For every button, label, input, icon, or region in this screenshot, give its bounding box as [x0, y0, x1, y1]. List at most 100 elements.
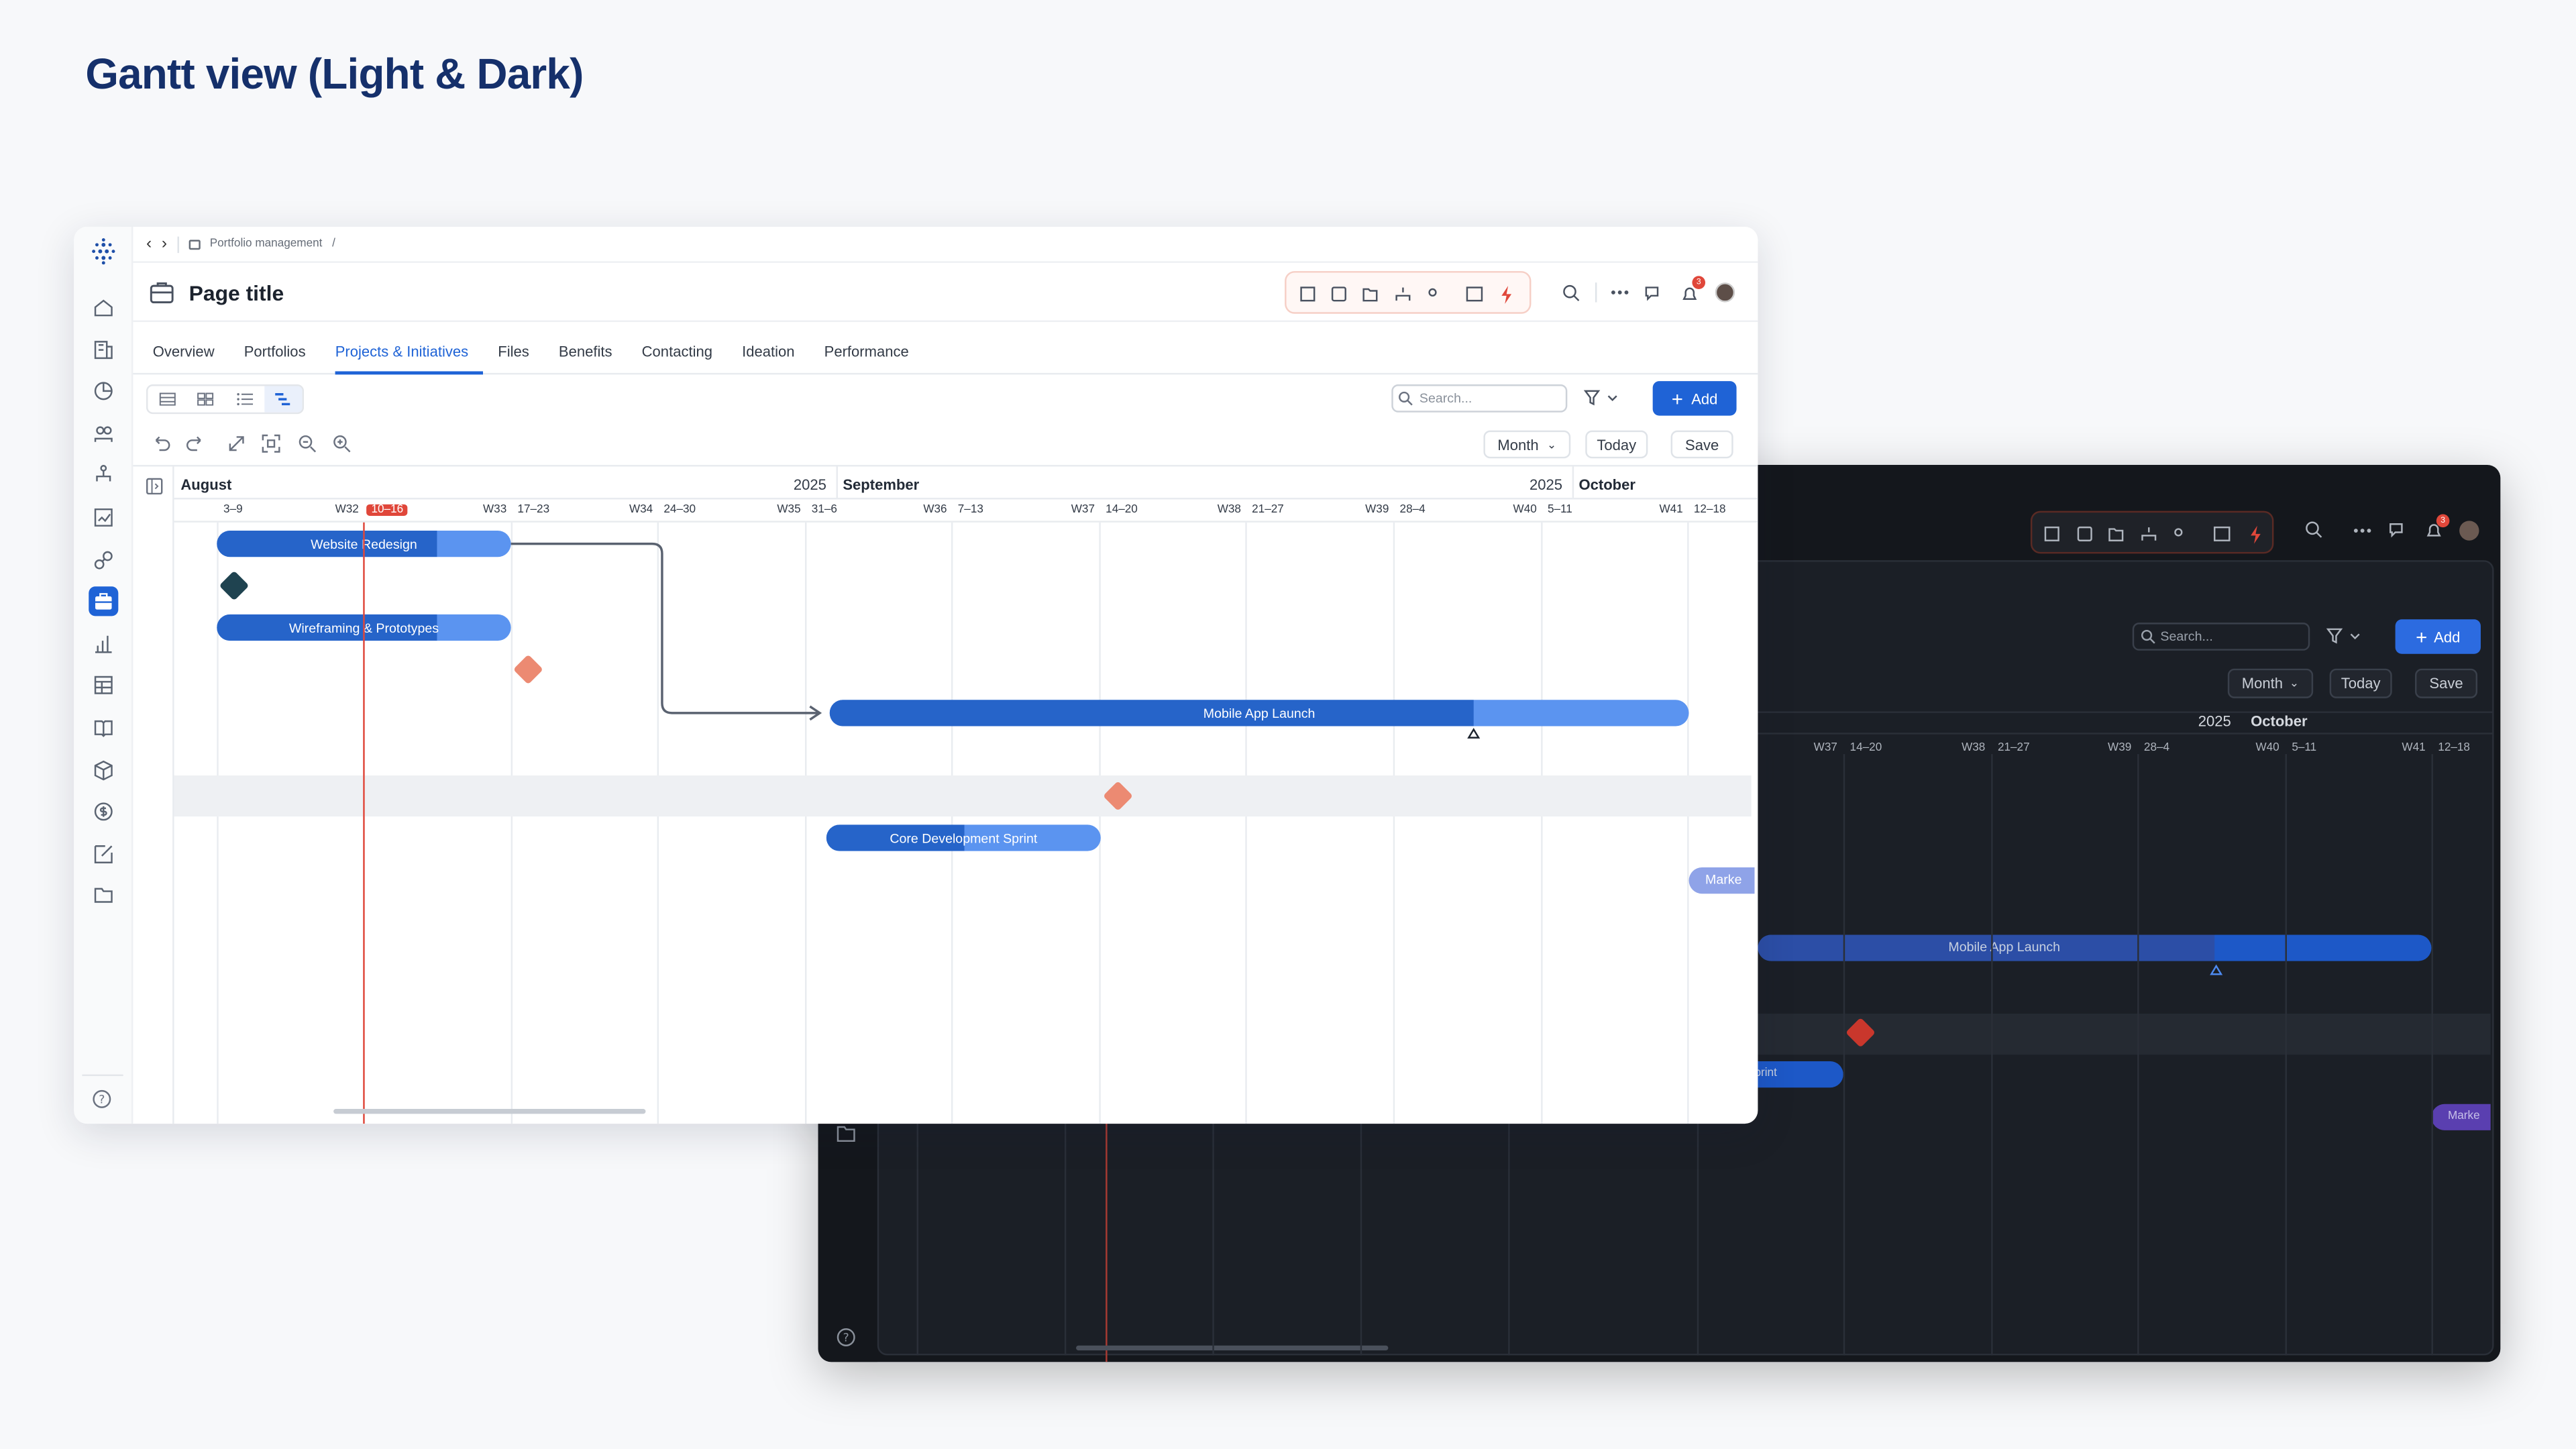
gantt-gridline: [1508, 1122, 1510, 1356]
back-icon[interactable]: ‹: [146, 235, 152, 254]
tab-benefits[interactable]: Benefits: [558, 343, 612, 360]
add-button[interactable]: + Add: [2395, 619, 2481, 654]
add-button[interactable]: + Add: [1652, 381, 1737, 416]
search-icon[interactable]: [1562, 284, 1580, 303]
bar-chart-icon[interactable]: [89, 629, 118, 658]
week-number: W37: [1813, 742, 1837, 755]
calendar-icon: [2214, 526, 2231, 541]
list-view-icon[interactable]: [225, 386, 264, 413]
zoom-out-icon[interactable]: [297, 434, 317, 453]
scale-dropdown[interactable]: Month ⌄: [1483, 430, 1571, 459]
view-switcher: [146, 384, 305, 415]
collapse-panel-icon[interactable]: [146, 478, 163, 495]
week-range: 5–11: [1547, 504, 1572, 516]
help-icon[interactable]: ?: [837, 1328, 856, 1347]
light-app-window: ? ‹ › Portfolio management / Page title …: [74, 226, 1758, 1124]
page-title: Page title: [189, 280, 284, 306]
home-icon[interactable]: [89, 292, 118, 322]
gantt-view-icon[interactable]: [264, 386, 303, 413]
bell-icon[interactable]: [1680, 284, 1699, 304]
search-input[interactable]: Search...: [1391, 384, 1568, 413]
gantt-left-gutter: [133, 466, 174, 1124]
chat-icon[interactable]: [2389, 521, 2408, 539]
dollar-icon[interactable]: [89, 797, 118, 826]
scale-dropdown[interactable]: Month ⌄: [2227, 668, 2314, 698]
undo-icon[interactable]: [151, 434, 170, 453]
gantt-bar-mobile-app-launch[interactable]: Mobile App Launch: [1758, 934, 2432, 961]
more-icon[interactable]: [2353, 527, 2372, 534]
grid-icon: [1300, 286, 1316, 302]
today-button[interactable]: Today: [1585, 430, 1648, 459]
cube-icon[interactable]: [89, 755, 118, 785]
report-icon[interactable]: [89, 502, 118, 532]
month-label: October: [2251, 712, 2308, 730]
help-icon[interactable]: ?: [92, 1089, 111, 1109]
link-icon[interactable]: [89, 545, 118, 574]
gantt-gridline: [1991, 754, 1993, 1356]
gantt-chart: August 2025 September 2025 October Websi…: [133, 465, 1758, 1124]
folder-icon[interactable]: [837, 1126, 856, 1142]
gantt-bar-marketing[interactable]: Marke: [1688, 867, 1755, 894]
gantt-bar-marketing[interactable]: Marke: [2431, 1104, 2491, 1130]
week-range: 24–30: [663, 504, 696, 516]
tab-ideation[interactable]: Ideation: [742, 343, 795, 360]
expand-icon[interactable]: [227, 434, 246, 453]
dark-gantt-week-divider: [1699, 733, 2494, 735]
gantt-gridline: [951, 522, 953, 1124]
portfolio-icon: [188, 239, 201, 250]
building-icon[interactable]: [89, 335, 118, 364]
filter-icon[interactable]: [1583, 389, 1620, 406]
board-view-icon[interactable]: [186, 386, 225, 413]
forward-icon[interactable]: ›: [161, 235, 168, 254]
tab-overview[interactable]: Overview: [152, 343, 215, 360]
gantt-bar-mobile-app-launch[interactable]: Mobile App Launch: [829, 700, 1689, 727]
search-icon[interactable]: [2305, 521, 2323, 539]
tab-files[interactable]: Files: [498, 343, 529, 360]
book-icon[interactable]: [89, 713, 118, 743]
sidebar: ?: [74, 226, 133, 1124]
week-range: 28–4: [2143, 742, 2170, 755]
week-range: 3–9: [223, 504, 243, 516]
team-icon[interactable]: [89, 419, 118, 448]
module-toolbar: [1285, 271, 1532, 314]
fit-icon[interactable]: [261, 434, 280, 453]
dependency-marker-icon: [2210, 964, 2223, 975]
zoom-in-icon[interactable]: [332, 434, 352, 453]
search-input[interactable]: Search...: [2132, 623, 2310, 651]
more-icon[interactable]: [1610, 289, 1629, 296]
save-button[interactable]: Save: [2415, 668, 2478, 698]
today-button[interactable]: Today: [2329, 668, 2392, 698]
filter-icon[interactable]: [2326, 628, 2363, 644]
hierarchy-icon[interactable]: [89, 461, 118, 490]
people-icon: [1428, 288, 1437, 297]
briefcase-icon: [150, 282, 174, 304]
svg-text:?: ?: [99, 1093, 105, 1106]
breadcrumb-item[interactable]: Portfolio management: [209, 238, 323, 250]
table-view-icon[interactable]: [148, 386, 186, 413]
horizontal-scrollbar[interactable]: [333, 1109, 646, 1114]
avatar[interactable]: [1715, 282, 1735, 303]
folder-icon: [1362, 288, 1378, 302]
chat-icon[interactable]: [1644, 284, 1664, 303]
dependency-marker-icon: [1467, 727, 1481, 739]
folder-icon[interactable]: [89, 881, 118, 911]
save-button[interactable]: Save: [1670, 430, 1733, 459]
gantt-bar-core-sprint[interactable]: Core Development Sprint: [826, 824, 1101, 851]
table-icon[interactable]: [89, 671, 118, 700]
week-number: W41: [1659, 504, 1683, 516]
people-icon: [2174, 528, 2183, 537]
tab-projects-initiatives[interactable]: Projects & Initiatives: [335, 329, 484, 375]
edit-icon[interactable]: [89, 839, 118, 869]
tab-performance[interactable]: Performance: [824, 343, 909, 360]
tab-contacting[interactable]: Contacting: [641, 343, 713, 360]
tab-portfolios[interactable]: Portfolios: [244, 343, 306, 360]
pie-chart-icon[interactable]: [89, 376, 118, 406]
app-logo-icon[interactable]: [89, 237, 118, 266]
redo-icon[interactable]: [186, 434, 205, 453]
avatar[interactable]: [2459, 521, 2479, 541]
horizontal-scrollbar[interactable]: [1076, 1345, 1389, 1351]
dark-module-toolbar: [2030, 511, 2274, 554]
lightning-icon: [2251, 525, 2261, 544]
briefcase-icon[interactable]: [89, 586, 119, 616]
bell-icon[interactable]: [2425, 521, 2443, 540]
